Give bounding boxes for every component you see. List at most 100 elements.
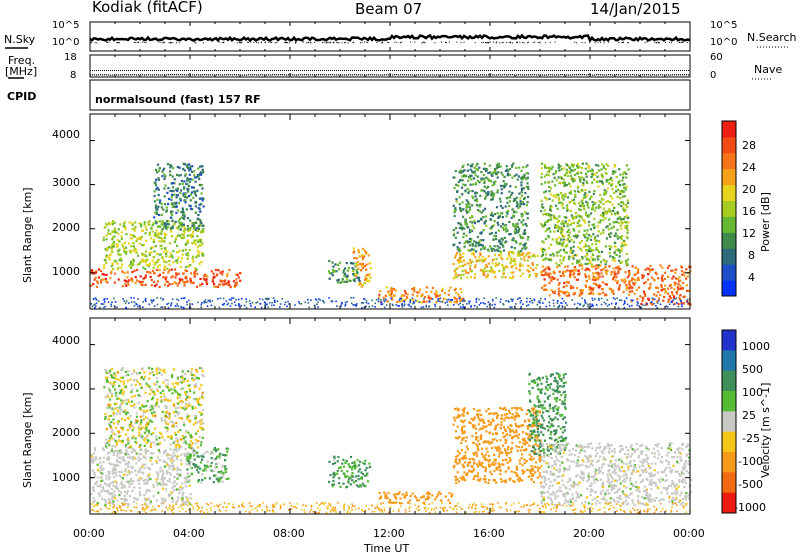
echo-cell <box>332 274 334 276</box>
echo-cell <box>600 261 602 263</box>
echo-cell <box>177 285 179 287</box>
echo-cell <box>479 254 481 256</box>
echo-cell <box>202 422 204 424</box>
echo-cell <box>135 474 137 476</box>
echo-cell <box>356 257 358 259</box>
ground-scatter-cell <box>380 299 382 301</box>
echo-cell <box>186 166 188 168</box>
echo-cell <box>567 175 569 177</box>
echo-cell <box>592 201 594 203</box>
echo-cell <box>128 473 130 475</box>
echo-cell <box>545 272 547 274</box>
echo-cell <box>176 259 178 261</box>
echo-cell <box>456 276 458 278</box>
echo-cell <box>542 266 544 268</box>
echo-cell <box>462 201 464 203</box>
echo-cell <box>577 163 579 165</box>
ground-scatter-cell <box>539 302 541 304</box>
echo-cell <box>158 240 160 242</box>
echo-cell <box>154 190 156 192</box>
echo-cell <box>108 478 110 480</box>
ground-scatter-cell <box>257 301 259 303</box>
echo-cell <box>111 450 113 452</box>
echo-cell <box>123 380 125 382</box>
echo-cell <box>227 448 229 450</box>
echo-cell <box>459 257 461 259</box>
echo-cell <box>111 437 113 439</box>
echo-cell <box>605 263 607 265</box>
echo-cell <box>498 230 500 232</box>
echo-cell <box>169 448 171 450</box>
ground-scatter-cell <box>233 297 235 299</box>
echo-cell <box>112 236 114 238</box>
echo-cell <box>678 303 680 305</box>
echo-cell <box>595 240 597 242</box>
echo-cell <box>122 456 124 458</box>
echo-cell <box>159 199 161 201</box>
echo-cell <box>170 230 172 232</box>
echo-cell <box>165 407 167 409</box>
echo-cell <box>172 383 174 385</box>
echo-cell <box>356 271 358 273</box>
ground-scatter-cell <box>205 299 207 301</box>
echo-cell <box>621 279 623 281</box>
echo-cell <box>224 468 226 470</box>
echo-cell <box>344 267 346 269</box>
echo-cell <box>570 175 572 177</box>
echo-cell <box>604 191 606 193</box>
echo-cell <box>211 462 213 464</box>
echo-cell <box>661 277 663 279</box>
echo-cell <box>201 165 203 167</box>
echo-cell <box>171 283 173 285</box>
echo-cell <box>126 493 128 495</box>
echo-cell <box>190 461 192 463</box>
echo-cell <box>107 452 109 454</box>
echo-cell <box>155 179 157 181</box>
echo-cell <box>146 442 148 444</box>
ground-scatter-cell <box>332 300 334 302</box>
echo-cell <box>338 279 340 281</box>
ground-scatter-cell <box>212 300 214 302</box>
echo-cell <box>158 189 160 191</box>
echo-cell <box>132 480 134 482</box>
echo-cell <box>514 230 516 232</box>
echo-cell <box>618 168 620 170</box>
echo-cell <box>600 272 602 274</box>
echo-cell <box>202 456 204 458</box>
echo-cell <box>187 370 189 372</box>
echo-cell <box>578 214 580 216</box>
echo-cell <box>350 262 352 264</box>
ground-scatter-cell <box>246 301 248 303</box>
echo-cell <box>105 502 107 504</box>
echo-cell <box>112 242 114 244</box>
echo-cell <box>497 212 499 214</box>
echo-cell <box>649 283 651 285</box>
echo-cell <box>114 481 116 483</box>
echo-cell <box>156 269 158 271</box>
echo-cell <box>176 450 178 452</box>
echo-cell <box>556 255 558 257</box>
echo-cell <box>138 460 140 462</box>
echo-cell <box>667 288 669 290</box>
echo-cell <box>607 187 609 189</box>
echo-cell <box>201 459 203 461</box>
echo-cell <box>485 220 487 222</box>
echo-cell <box>368 280 370 282</box>
echo-cell <box>575 216 577 218</box>
ground-scatter-cell <box>665 305 667 307</box>
echo-cell <box>656 295 658 297</box>
echo-cell <box>501 188 503 190</box>
ground-scatter-cell <box>562 305 564 307</box>
echo-cell <box>197 402 199 404</box>
echo-cell <box>153 374 155 376</box>
echo-cell <box>121 487 123 489</box>
echo-cell <box>456 191 458 193</box>
echo-cell <box>553 173 555 175</box>
echo-cell <box>112 493 114 495</box>
echo-cell <box>166 430 168 432</box>
echo-cell <box>180 266 182 268</box>
echo-cell <box>172 468 174 470</box>
echo-cell <box>573 222 575 224</box>
echo-cell <box>214 467 216 469</box>
echo-cell <box>454 211 456 213</box>
